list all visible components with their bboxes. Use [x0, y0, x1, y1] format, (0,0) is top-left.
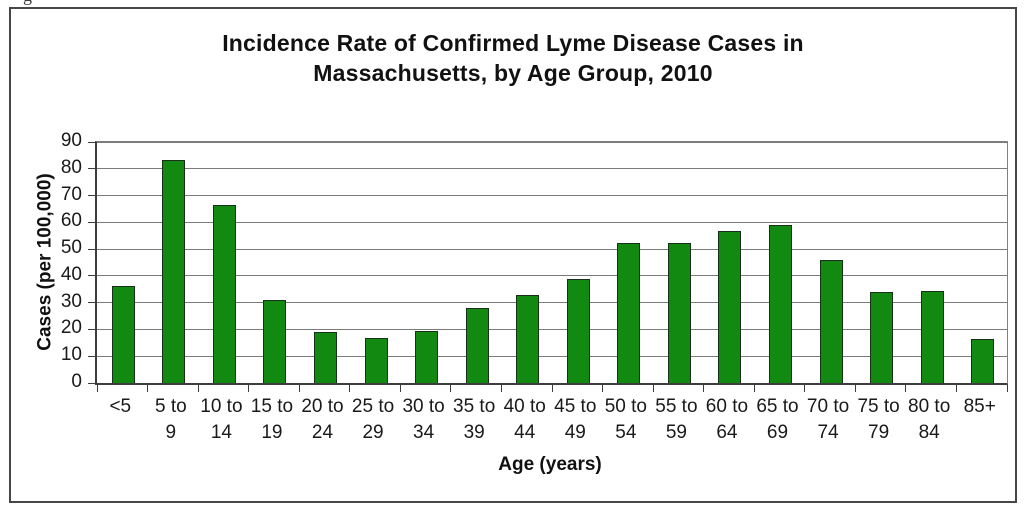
chart-title-line2: Massachusetts, by Age Group, 2010 — [313, 60, 713, 86]
x-tick-mark-2 — [197, 385, 199, 392]
y-tick-mark-10 — [88, 355, 95, 357]
x-axis-title: Age (years) — [498, 454, 602, 475]
y-tick-mark-30 — [88, 302, 95, 304]
gridline-10 — [97, 355, 1007, 357]
gridline-50 — [97, 248, 1007, 250]
bar-<5 — [111, 285, 135, 383]
x-tick-mark-16 — [905, 385, 907, 392]
chart-title: Incidence Rate of Confirmed Lyme Disease… — [11, 28, 1015, 88]
x-tick-mark-5 — [349, 385, 351, 392]
x-tick-mark-10 — [602, 385, 604, 392]
x-tick-mark-6 — [399, 385, 401, 392]
y-tick-mark-40 — [88, 275, 95, 277]
bar-85+ — [971, 339, 995, 383]
x-tick-mark-18 — [1006, 385, 1008, 392]
bar-45 to 49 — [566, 278, 590, 383]
x-tick-mark-13 — [753, 385, 755, 392]
gridline-40 — [97, 275, 1007, 277]
bar-15 to 19 — [263, 300, 287, 383]
x-tick-mark-11 — [652, 385, 654, 392]
gridline-30 — [97, 302, 1007, 304]
x-tick-label-<5: <5 — [109, 396, 132, 417]
plot-area — [88, 141, 1008, 392]
y-tick-label-70: 70 — [60, 183, 82, 205]
bar-50 to 54 — [617, 242, 641, 383]
y-tick-label-30: 30 — [60, 290, 82, 312]
x-tick-mark-7 — [450, 385, 452, 392]
clipped-caption-fragment: g — [23, 0, 32, 6]
y-tick-label-0: 0 — [71, 371, 82, 392]
bar-5 to 9 — [162, 159, 186, 383]
bar-75 to 79 — [870, 292, 894, 383]
bar-80 to 84 — [920, 290, 944, 383]
y-tick-mark-0 — [88, 382, 95, 384]
x-tick-label-10 to 14: 10 to 14 — [200, 396, 243, 443]
bar-55 to 59 — [667, 242, 691, 383]
x-tick-mark-0 — [96, 385, 98, 392]
x-tick-mark-1 — [147, 385, 149, 392]
gridline-70 — [97, 195, 1007, 197]
x-tick-label-55 to 59: 55 to 59 — [655, 396, 698, 443]
bar-25 to 29 — [364, 337, 388, 383]
chart-title-line1: Incidence Rate of Confirmed Lyme Disease… — [222, 30, 804, 56]
bar-30 to 34 — [415, 331, 439, 383]
x-tick-mark-14 — [804, 385, 806, 392]
gridline-20 — [97, 328, 1007, 330]
x-tick-mark-12 — [703, 385, 705, 392]
y-tick-mark-70 — [88, 195, 95, 197]
x-tick-label-65 to 69: 65 to 69 — [756, 396, 799, 443]
x-tick-label-80 to 84: 80 to 84 — [908, 396, 951, 443]
y-tick-mark-20 — [88, 328, 95, 330]
bar-40 to 44 — [516, 294, 540, 383]
x-tick-mark-3 — [248, 385, 250, 392]
gridline-60 — [97, 221, 1007, 223]
y-tick-label-60: 60 — [60, 210, 82, 232]
x-tick-mark-15 — [854, 385, 856, 392]
x-tick-label-40 to 44: 40 to 44 — [503, 396, 546, 443]
y-tick-label-50: 50 — [60, 237, 82, 259]
y-tick-mark-60 — [88, 221, 95, 223]
y-tick-label-40: 40 — [60, 263, 82, 285]
bar-10 to 14 — [212, 205, 236, 383]
x-tick-label-30 to 34: 30 to 34 — [402, 396, 445, 443]
bar-60 to 64 — [718, 230, 742, 383]
x-tick-label-70 to 74: 70 to 74 — [806, 396, 850, 443]
bar-65 to 69 — [769, 225, 792, 383]
y-tick-mark-50 — [88, 248, 95, 250]
x-tick-mark-17 — [955, 385, 957, 392]
x-tick-label-50 to 54: 50 to 54 — [604, 396, 647, 443]
x-tick-label-75 to 79: 75 to 79 — [857, 396, 900, 443]
y-tick-label-80: 80 — [60, 156, 82, 178]
x-tick-label-45 to 49: 45 to 49 — [554, 396, 597, 443]
gridline-80 — [97, 168, 1007, 170]
x-tick-mark-4 — [298, 385, 300, 392]
y-tick-label-90: 90 — [60, 130, 82, 151]
y-tick-mark-90 — [88, 141, 95, 143]
x-tick-mark-8 — [500, 385, 502, 392]
bar-20 to 24 — [314, 332, 337, 383]
bar-35 to 39 — [465, 308, 489, 383]
x-axis-tick-labels: <5 5 to 9 10 to 14 15 to 19 20 to 24 25 to 29… — [95, 394, 1005, 446]
x-tick-label-15 to 19: 15 to 19 — [250, 396, 294, 443]
x-tick-label-5 to 9: 5 to 9 — [154, 396, 187, 443]
gridline-90 — [97, 141, 1007, 143]
x-tick-label-85+: 85+ — [963, 396, 996, 417]
x-tick-label-60 to 64: 60 to 64 — [705, 396, 749, 443]
x-tick-label-20 to 24: 20 to 24 — [301, 396, 344, 443]
x-tick-label-25 to 29: 25 to 29 — [351, 396, 395, 443]
chart-figure: Incidence Rate of Confirmed Lyme Disease… — [9, 7, 1017, 503]
y-tick-mark-80 — [88, 168, 95, 170]
bar-70 to 74 — [819, 260, 843, 383]
y-tick-label-10: 10 — [60, 344, 82, 366]
x-tick-mark-9 — [551, 385, 553, 392]
y-tick-label-20: 20 — [60, 317, 82, 339]
x-tick-label-35 to 39: 35 to 39 — [453, 396, 496, 443]
y-axis-tick-labels: 0 10 20 30 40 50 60 70 80 90 — [20, 131, 82, 391]
